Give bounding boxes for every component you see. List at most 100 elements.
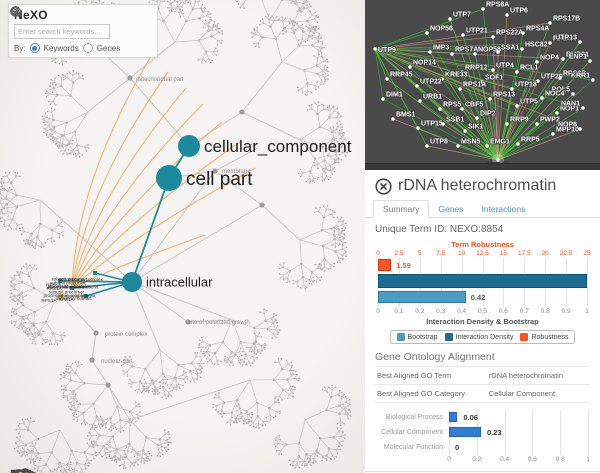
network-node-RPL4A[interactable]: RPL4A [548,35,577,45]
network-node-RPS5[interactable]: RPS5 [438,101,462,111]
network-node-CBF5[interactable]: CBF5 [460,101,484,111]
network-node-NOC4[interactable]: NOC4 [540,90,565,100]
network-node-RRP45[interactable]: RRP45 [385,71,413,81]
svg-text:processome complex: processome complex [43,293,87,298]
zoom-out-button[interactable] [8,467,34,473]
network-node-NOP56[interactable]: NOP56 [425,25,454,35]
chevron-down-icon[interactable] [9,5,22,18]
radio-genes[interactable] [82,43,93,53]
network-node-RPS9B[interactable]: RPS9B [558,70,587,80]
network-node-RPS4A[interactable]: RPS4A [521,25,550,35]
svg-text:RPS7A: RPS7A [455,47,478,54]
svg-text:BUD21: BUD21 [566,52,589,59]
interaction-density-bar [378,274,587,288]
svg-text:ribosomal subunit: ribosomal subunit [62,285,99,290]
search-input[interactable] [14,24,110,39]
term-node-cellular-component[interactable]: cellular_component [178,135,352,157]
network-node-POL5[interactable]: POL5 [551,86,575,96]
network-node-MSN5[interactable]: MSN5 [456,138,481,148]
legend-item-bootstrap[interactable]: Bootstrap [396,333,438,341]
go-bar-value: 0.06 [463,413,478,422]
gridline [560,410,562,455]
tab-genes[interactable]: Genes [438,204,464,214]
network-node-NOP14[interactable]: NOP14 [408,59,437,69]
robustness-chart: Term Robustness 0 2.5 5 7.5 10 12.5 15 17.5 20 22… [365,240,600,344]
network-node-UTP18[interactable]: UTP18 [510,81,538,91]
help-icon[interactable]: ? [9,5,22,18]
network-node-IMP3[interactable]: IMP3 [428,44,450,54]
svg-text:site of polarized growth: site of polarized growth [188,320,250,326]
network-node-UTP22[interactable]: UTP22 [415,78,443,88]
network-node-NAN1[interactable]: NAN1 [560,100,585,110]
unique-term-id: Unique Term ID: NEXO:8854 [375,224,504,235]
network-node-RRP9[interactable]: RRP9 [505,116,530,126]
network-node-MPP10[interactable]: MPP10 [551,126,580,136]
network-node-RRP5[interactable]: RRP5 [516,136,541,146]
bottom-axis-tick: 0.1 [394,308,404,315]
go-axis-tick: 0 [447,456,451,463]
network-node-PWP2[interactable]: PWP2 [535,116,561,126]
close-icon[interactable] [375,177,392,195]
tab-interactions[interactable]: Interactions [481,204,526,214]
network-node-RPS7A[interactable]: RPS7A [450,46,479,56]
network-node-RPS13[interactable]: RPS13 [488,91,516,101]
svg-text:SSA1: SSA1 [501,45,519,52]
svg-text:RPS22A: RPS22A [496,30,523,37]
network-node-NOP4[interactable]: NOP4 [535,54,560,64]
interaction-network-canvas[interactable]: UTP9UTP10RPS8AUTP6RPS17BUTP7NOP56UTP21RP… [365,0,600,171]
legend-item-interaction-density[interactable]: Interaction Density [444,333,513,341]
tab-summary[interactable]: Summary [373,200,430,218]
network-node-HSC82[interactable]: HSC82 [520,41,548,51]
network-node-NOP6[interactable]: NOP6 [557,121,582,131]
svg-text:UTP6: UTP6 [510,8,528,15]
network-node-RPS17B[interactable]: RPS17B [548,15,581,25]
network-node-RRP12[interactable]: RRP12 [460,64,488,74]
network-node-NOP1[interactable]: NOP1 [555,105,580,115]
layers-button[interactable] [8,467,42,473]
network-node-SIK1[interactable]: SIK1 [463,123,484,133]
network-node-RPS8A[interactable]: RPS8A [481,1,510,11]
network-node-UTP7[interactable]: UTP7 [448,11,472,21]
svg-text:ribosomal subunit: ribosomal subunit [59,294,96,299]
network-node-SOF1[interactable]: SOF1 [480,74,504,84]
network-node-DIP2[interactable]: DIP2 [475,110,496,120]
network-node-NOP58[interactable]: NOP58 [473,46,502,56]
network-node-UTP15[interactable]: UTP15 [416,120,444,130]
network-node-BUD21[interactable]: BUD21 [561,51,590,61]
network-node-DIM1[interactable]: DIM1 [381,91,404,101]
network-node-RPS1A[interactable]: RPS1A [458,81,487,91]
network-node-UTP9[interactable]: UTP9 [373,46,397,55]
radio-keywords[interactable] [29,43,40,53]
network-node-UTP5[interactable]: UTP5 [515,98,539,108]
network-node-UTP21[interactable]: UTP21 [461,27,489,37]
network-node-KRE33[interactable]: KRE33 [440,71,468,81]
bottom-axis-label: Interaction Density & Bootstrap [426,317,539,326]
legend-item-robustness[interactable]: Robustness [520,333,568,341]
top-axis-tick: 0 [376,250,380,257]
svg-text:RPS17B: RPS17B [553,16,580,23]
network-node-UTP8[interactable]: UTP8 [425,138,449,148]
radio-keywords-label: Keywords [43,43,79,53]
network-node-BMS1[interactable]: BMS1 [391,111,416,121]
term-node-intracellular[interactable]: intracellular [122,272,213,292]
top-axis-tick: 25 [583,250,591,257]
network-node-ENP1[interactable]: ENP1 [568,53,592,63]
network-node-RCL1[interactable]: RCL1 [515,64,539,74]
svg-text:NOP6: NOP6 [558,122,577,129]
bottom-axis-tick: 0.9 [561,308,571,315]
svg-text:UTP22: UTP22 [420,79,442,86]
network-node-SSB1[interactable]: SSB1 [441,116,465,126]
network-node-RPS22A[interactable]: RPS22A [491,29,524,39]
network-node-KRR1[interactable]: KRR1 [570,72,595,82]
network-node-URB1[interactable]: URB1 [418,93,443,103]
network-node-UTP20[interactable]: UTP20 [536,73,564,83]
network-node-UTP4[interactable]: UTP4 [491,62,515,72]
network-node-EMG1[interactable]: EMG1 [485,138,511,148]
network-horizontal-scrollbar[interactable] [365,163,600,170]
network-node-UTP6[interactable]: UTP6 [505,7,529,17]
term-node-cell-part[interactable]: cell part [156,165,253,191]
svg-text:protein complex: protein complex [105,332,147,338]
network-node-SSA1[interactable]: SSA1 [496,44,520,54]
network-node-UTP13[interactable]: UTP13 [554,34,582,44]
